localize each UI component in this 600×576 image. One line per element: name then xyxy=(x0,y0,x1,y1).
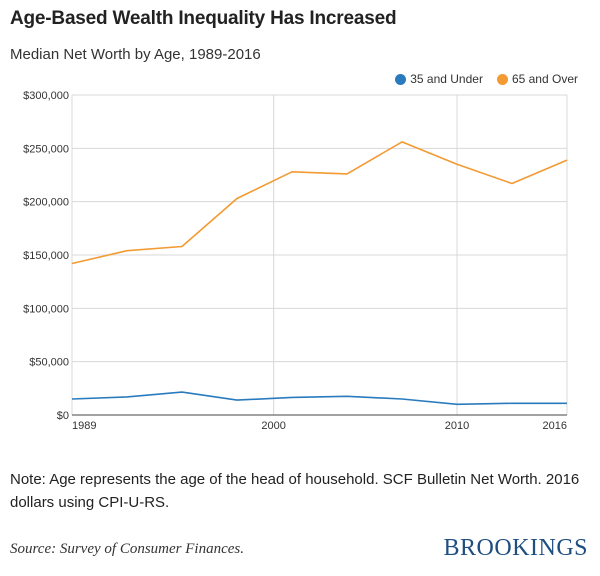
legend-label-over65: 65 and Over xyxy=(511,72,578,86)
x-tick-label: 2000 xyxy=(261,420,285,432)
y-tick-label: $0 xyxy=(57,410,69,422)
x-tick-label: 1989 xyxy=(72,420,96,432)
brookings-logo: BROOKINGS xyxy=(443,535,588,561)
legend-item-under35: 35 and Under xyxy=(395,72,483,86)
y-tick-label: $150,000 xyxy=(23,250,69,262)
chart-subtitle: Median Net Worth by Age, 1989-2016 xyxy=(10,46,261,63)
footnote: Note: Age represents the age of the head… xyxy=(10,471,580,511)
source-note: Source: Survey of Consumer Finances. xyxy=(10,541,244,557)
series-layer xyxy=(71,141,568,406)
grid-layer xyxy=(71,94,568,415)
legend-item-over65: 65 and Over xyxy=(496,72,578,86)
legend-swatch-over65 xyxy=(496,73,508,85)
legend-label-under35: 35 and Under xyxy=(410,72,483,86)
line-chart: $0 $50,000 $100,000 $150,000 $200,000 $250,00… xyxy=(23,90,568,432)
y-tick-label: $100,000 xyxy=(23,303,69,315)
axis-layer: $0 $50,000 $100,000 $150,000 $200,000 $250,00… xyxy=(23,90,567,432)
chart-title: Age-Based Wealth Inequality Has Increase… xyxy=(10,8,397,29)
y-tick-label: $200,000 xyxy=(23,197,69,209)
y-tick-label: $50,000 xyxy=(29,357,69,369)
series-line-under35 xyxy=(71,391,567,406)
legend-swatch-under35 xyxy=(395,73,407,85)
x-tick-label: 2010 xyxy=(445,420,469,432)
y-tick-label: $300,000 xyxy=(23,90,69,102)
y-tick-label: $250,000 xyxy=(23,143,69,155)
x-tick-label: 2016 xyxy=(543,420,567,432)
chart-legend: 35 and Under 65 and Over xyxy=(395,72,578,86)
series-line-over65 xyxy=(71,141,568,265)
